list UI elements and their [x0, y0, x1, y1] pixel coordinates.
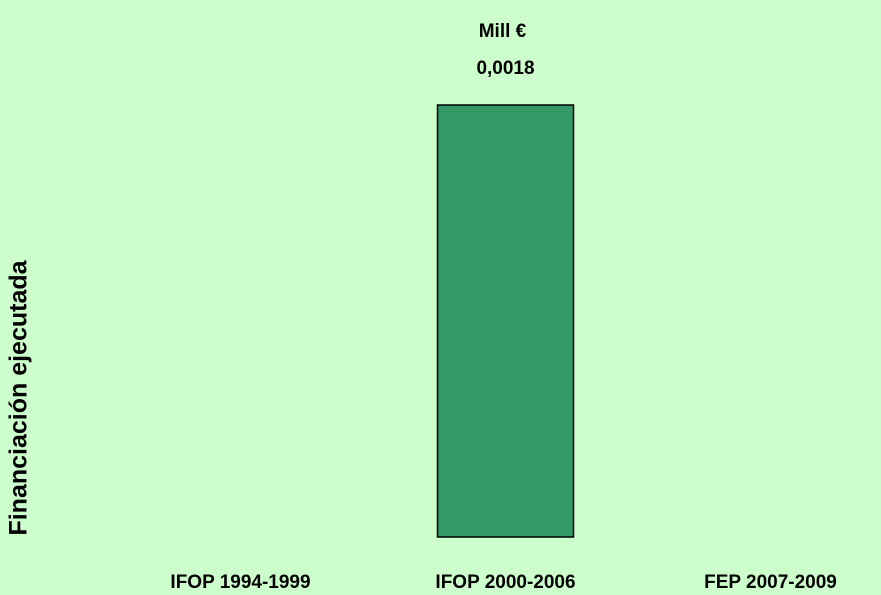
- y-axis-label: Financiación ejecutada: [5, 259, 33, 535]
- x-tick-label: IFOP 2000-2006: [435, 572, 575, 593]
- value-label: 0,0018: [476, 58, 534, 79]
- x-tick-label: FEP 2007-2009: [704, 572, 837, 593]
- annotation: Mill €: [479, 21, 527, 42]
- bar: [436, 104, 575, 538]
- x-tick-label: IFOP 1994-1999: [170, 572, 310, 593]
